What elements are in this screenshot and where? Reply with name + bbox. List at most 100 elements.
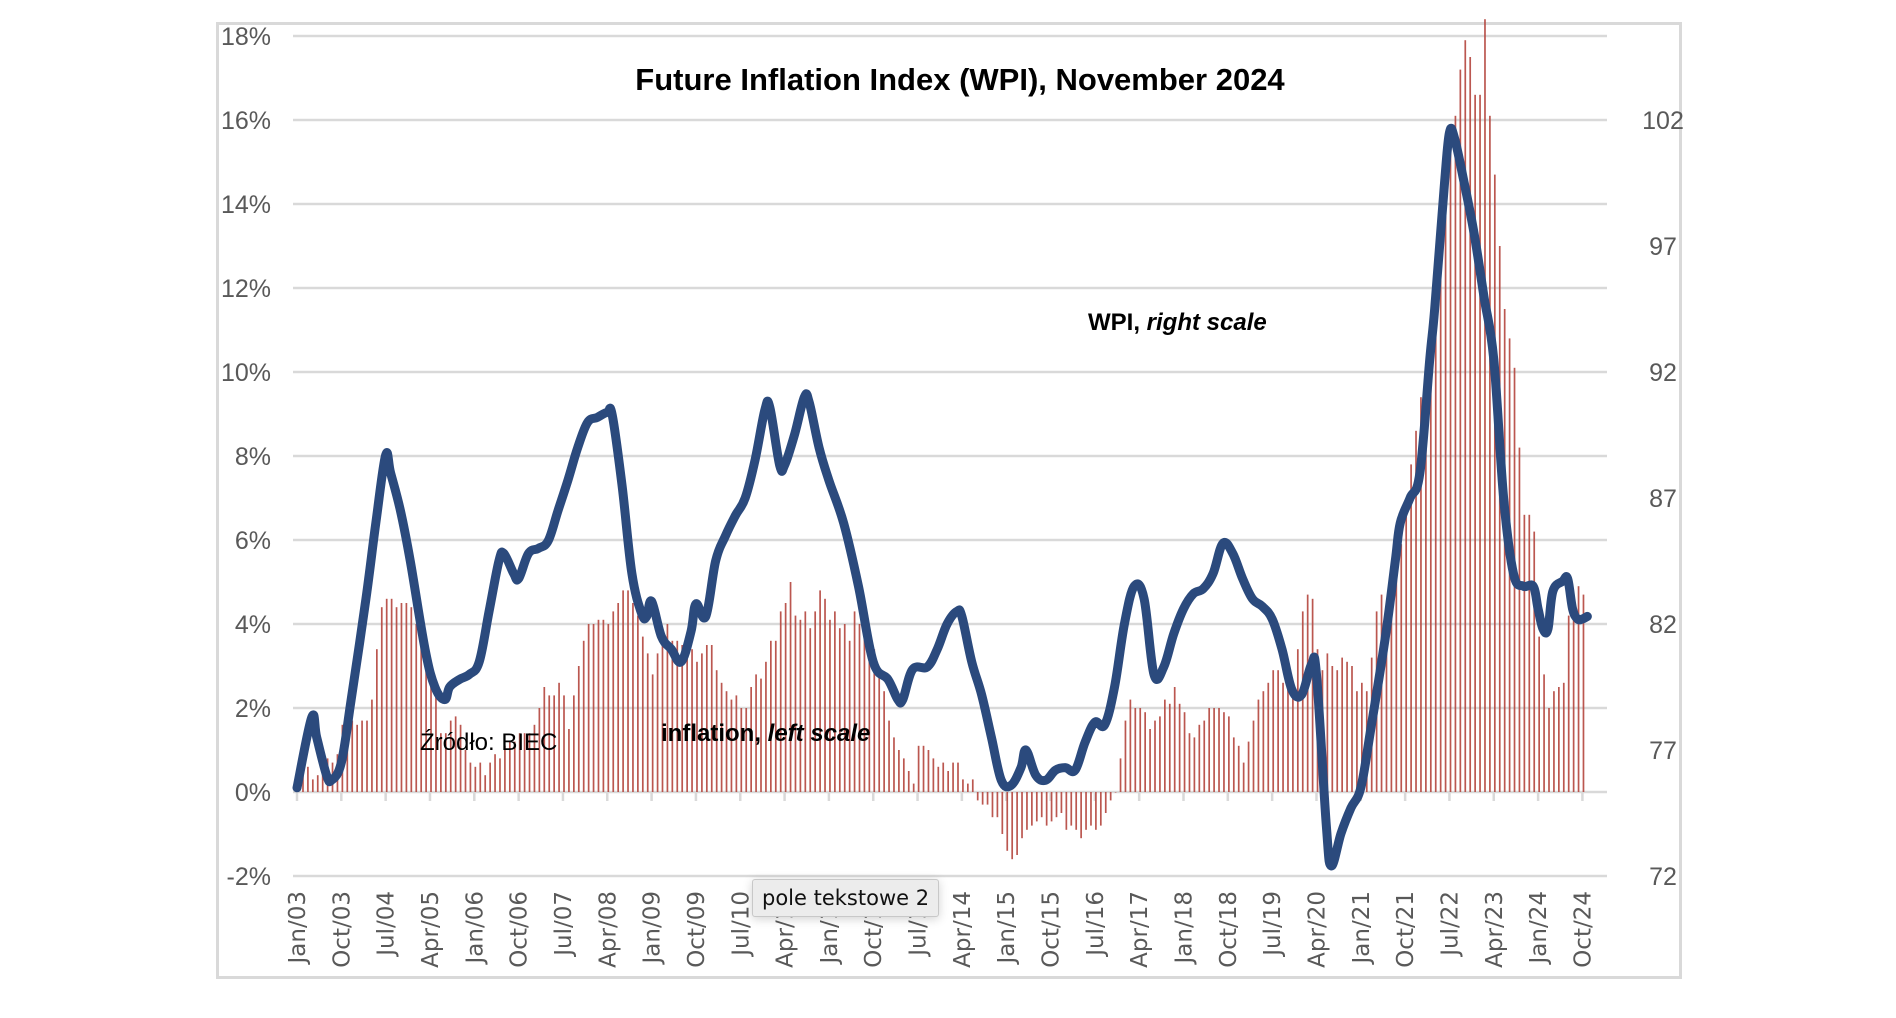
inflation-bar bbox=[1119, 758, 1122, 792]
x-tick-label: Jan/15 bbox=[994, 891, 1020, 965]
inflation-bar bbox=[1429, 330, 1432, 792]
inflation-bar bbox=[1208, 708, 1211, 792]
inflation-bar bbox=[1582, 594, 1585, 792]
inflation-bar bbox=[957, 762, 959, 792]
left-axis: -2% 0% 2% 4% 6% 8% 10% 12% 14% 16% 18% bbox=[221, 23, 271, 891]
x-tick-label: Apr/17 bbox=[1127, 891, 1153, 968]
x-tick-label: Jan/03 bbox=[285, 891, 311, 965]
inflation-bar bbox=[868, 632, 871, 792]
inflation-bar bbox=[494, 754, 496, 792]
inflation-bar bbox=[1262, 691, 1265, 792]
x-tick-label: Jan/24 bbox=[1526, 891, 1552, 965]
inflation-bar bbox=[784, 603, 787, 792]
inflation-bar bbox=[1247, 741, 1250, 792]
inflation-bar bbox=[1390, 582, 1393, 792]
inflation-bar bbox=[750, 687, 752, 792]
inflation-bar bbox=[1178, 703, 1181, 792]
x-tick-label: Oct/06 bbox=[507, 891, 533, 968]
inflation-bar bbox=[883, 691, 885, 792]
inflation-bar bbox=[755, 674, 757, 792]
inflation-bar bbox=[981, 792, 984, 805]
inflation-bar bbox=[705, 645, 708, 792]
inflation-bar bbox=[1144, 712, 1146, 792]
inflation-bar bbox=[671, 640, 674, 792]
inflation-bar bbox=[1503, 309, 1506, 792]
inflation-bar bbox=[686, 636, 688, 792]
left-tick-label: 2% bbox=[235, 695, 271, 723]
inflation-bar bbox=[853, 611, 856, 792]
inflation-bar bbox=[1405, 506, 1408, 792]
inflation-bar bbox=[311, 779, 314, 792]
inflation-bar bbox=[1198, 724, 1201, 792]
inflation-bar bbox=[1469, 57, 1472, 792]
inflation-bar bbox=[1518, 447, 1521, 792]
inflation-bar bbox=[523, 733, 526, 792]
x-tick-label: Apr/23 bbox=[1482, 891, 1508, 968]
inflation-bar bbox=[1129, 699, 1132, 792]
left-tick-label: 16% bbox=[221, 107, 271, 135]
inflation-bar bbox=[420, 640, 423, 792]
left-tick-label: 14% bbox=[221, 191, 271, 219]
inflation-bar bbox=[1567, 615, 1570, 792]
inflation-bar bbox=[1080, 792, 1082, 839]
inflation-bar bbox=[484, 775, 487, 792]
inflation-bar bbox=[1351, 666, 1353, 792]
inflation-bar bbox=[976, 792, 979, 801]
inflation-bar bbox=[1021, 792, 1023, 839]
right-tick-label: 92 bbox=[1649, 359, 1677, 387]
inflation-bar bbox=[1050, 792, 1053, 822]
inflation-bar bbox=[1045, 792, 1048, 826]
inflation-bar bbox=[632, 603, 634, 792]
inflation-bar bbox=[1410, 464, 1412, 792]
inflation-bar bbox=[307, 766, 309, 792]
inflation-bar bbox=[444, 733, 447, 792]
inflation-bar bbox=[543, 687, 546, 792]
x-tick-label: Oct/15 bbox=[1039, 891, 1065, 968]
inflation-bar bbox=[863, 632, 866, 792]
inflation-bar bbox=[794, 615, 797, 792]
inflation-bar bbox=[1538, 636, 1540, 792]
inflation-bar bbox=[745, 708, 748, 792]
x-axis: Jan/03 Oct/03 Jul/04 Apr/05 Jan/06 Oct/06 Jul/… bbox=[285, 792, 1596, 968]
inflation-bar bbox=[1336, 670, 1339, 792]
inflation-bar bbox=[528, 733, 531, 792]
right-tick-label: 102 bbox=[1642, 107, 1684, 135]
inflation-bar bbox=[415, 624, 418, 792]
inflation-bar bbox=[405, 603, 408, 792]
inflation-bar bbox=[986, 792, 989, 805]
inflation-bar bbox=[1484, 19, 1486, 792]
inflation-bar bbox=[400, 603, 403, 792]
x-tick-label: Jul/16 bbox=[1083, 891, 1109, 958]
inflation-bar bbox=[834, 611, 836, 792]
inflation-bar bbox=[1065, 792, 1068, 830]
source-label: Źródło: BIEC bbox=[420, 729, 557, 756]
inflation-bar bbox=[873, 649, 876, 792]
right-tick-label: 87 bbox=[1649, 485, 1677, 513]
inflation-bar bbox=[1085, 792, 1087, 830]
inflation-bar bbox=[1459, 69, 1462, 793]
x-tick-label: Oct/03 bbox=[329, 891, 355, 968]
inflation-bar bbox=[735, 695, 738, 792]
inflation-bar bbox=[390, 598, 393, 792]
inflation-bar bbox=[1449, 136, 1452, 793]
inflation-bar bbox=[1572, 611, 1575, 792]
x-tick-label: Jul/07 bbox=[551, 891, 577, 958]
inflation-bar bbox=[1558, 687, 1560, 792]
x-tick-label: Jan/18 bbox=[1172, 891, 1198, 965]
textbox-tooltip: pole tekstowe 2 bbox=[752, 879, 940, 917]
inflation-bar bbox=[1228, 716, 1230, 792]
inflation-bar bbox=[346, 724, 349, 792]
inflation-bar bbox=[814, 611, 817, 792]
inflation-bar bbox=[302, 771, 304, 792]
inflation-bar bbox=[907, 771, 910, 792]
inflation-bar bbox=[1395, 561, 1398, 792]
inflation-bar bbox=[932, 758, 935, 792]
inflation-bar bbox=[1267, 682, 1270, 792]
x-tick-label: Apr/05 bbox=[418, 891, 444, 968]
inflation-bar bbox=[479, 762, 482, 792]
inflation-bar bbox=[681, 645, 684, 792]
inflation-bar bbox=[376, 649, 378, 792]
left-tick-label: 10% bbox=[221, 359, 271, 387]
inflation-bar bbox=[740, 708, 743, 792]
inflation-bar bbox=[760, 678, 762, 792]
